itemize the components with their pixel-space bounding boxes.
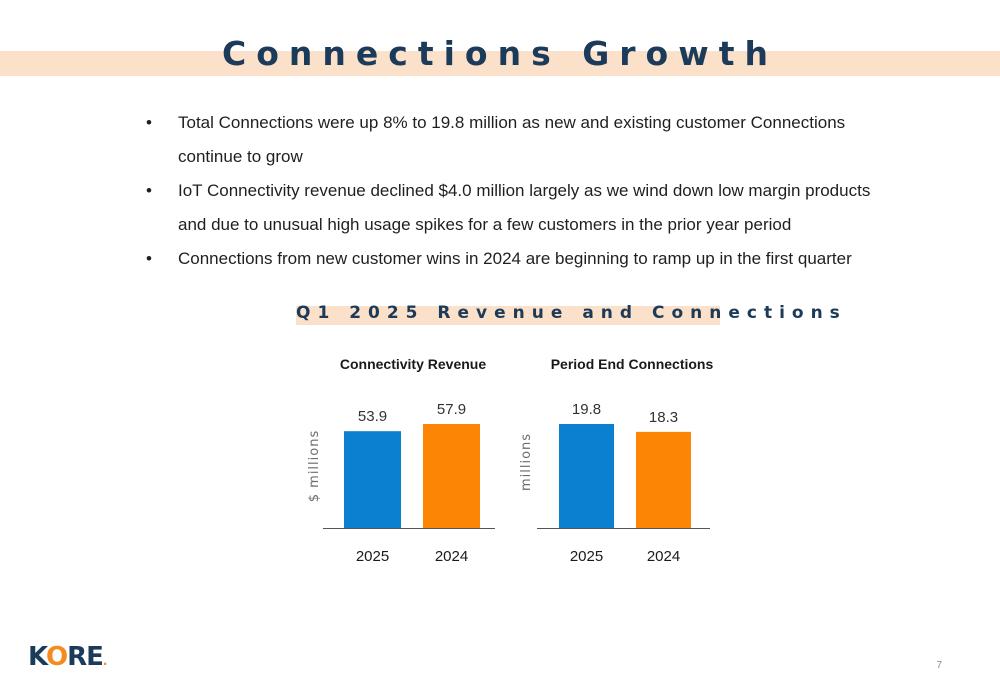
category-label: 2025 (356, 548, 389, 565)
y-axis-label: millions (519, 433, 534, 491)
bullet-text: IoT Connectivity revenue declined $4.0 m… (178, 181, 871, 234)
subtitle-band (296, 306, 720, 325)
data-label: 19.8 (572, 401, 601, 418)
bullet-item: • IoT Connectivity revenue declined $4.0 … (140, 174, 900, 242)
charts-heading: Q1 2025 Revenue and Connections (296, 303, 847, 323)
category-label: 2025 (570, 548, 603, 565)
bullet-item: • Connections from new customer wins in 2… (140, 242, 900, 276)
y-axis-label: $ millions (307, 430, 322, 502)
bullet-dot-icon: • (146, 249, 152, 268)
bar-2025 (559, 424, 614, 528)
chart-title: Connectivity Revenue (340, 356, 486, 372)
page-number: 7 (936, 660, 942, 671)
data-label: 57.9 (437, 401, 466, 418)
category-label: 2024 (435, 548, 468, 565)
chart-title: Period End Connections (551, 356, 714, 372)
kore-logo: KORE. (28, 642, 107, 672)
bar-2024 (423, 424, 480, 528)
bullet-list: • Total Connections were up 8% to 19.8 mi… (140, 106, 900, 276)
category-label: 2024 (647, 548, 680, 565)
bullet-item: • Total Connections were up 8% to 19.8 mi… (140, 106, 900, 174)
page-title: Connections Growth (222, 34, 778, 73)
bullet-dot-icon: • (146, 113, 152, 132)
bullet-text: Connections from new customer wins in 20… (178, 249, 852, 268)
data-label: 53.9 (358, 408, 387, 425)
bullet-text: Total Connections were up 8% to 19.8 mil… (178, 113, 846, 166)
bar-2024 (636, 431, 691, 528)
data-label: 18.3 (649, 409, 678, 426)
bullet-dot-icon: • (146, 181, 152, 200)
title-band (0, 51, 1000, 76)
bar-2025 (344, 431, 401, 528)
